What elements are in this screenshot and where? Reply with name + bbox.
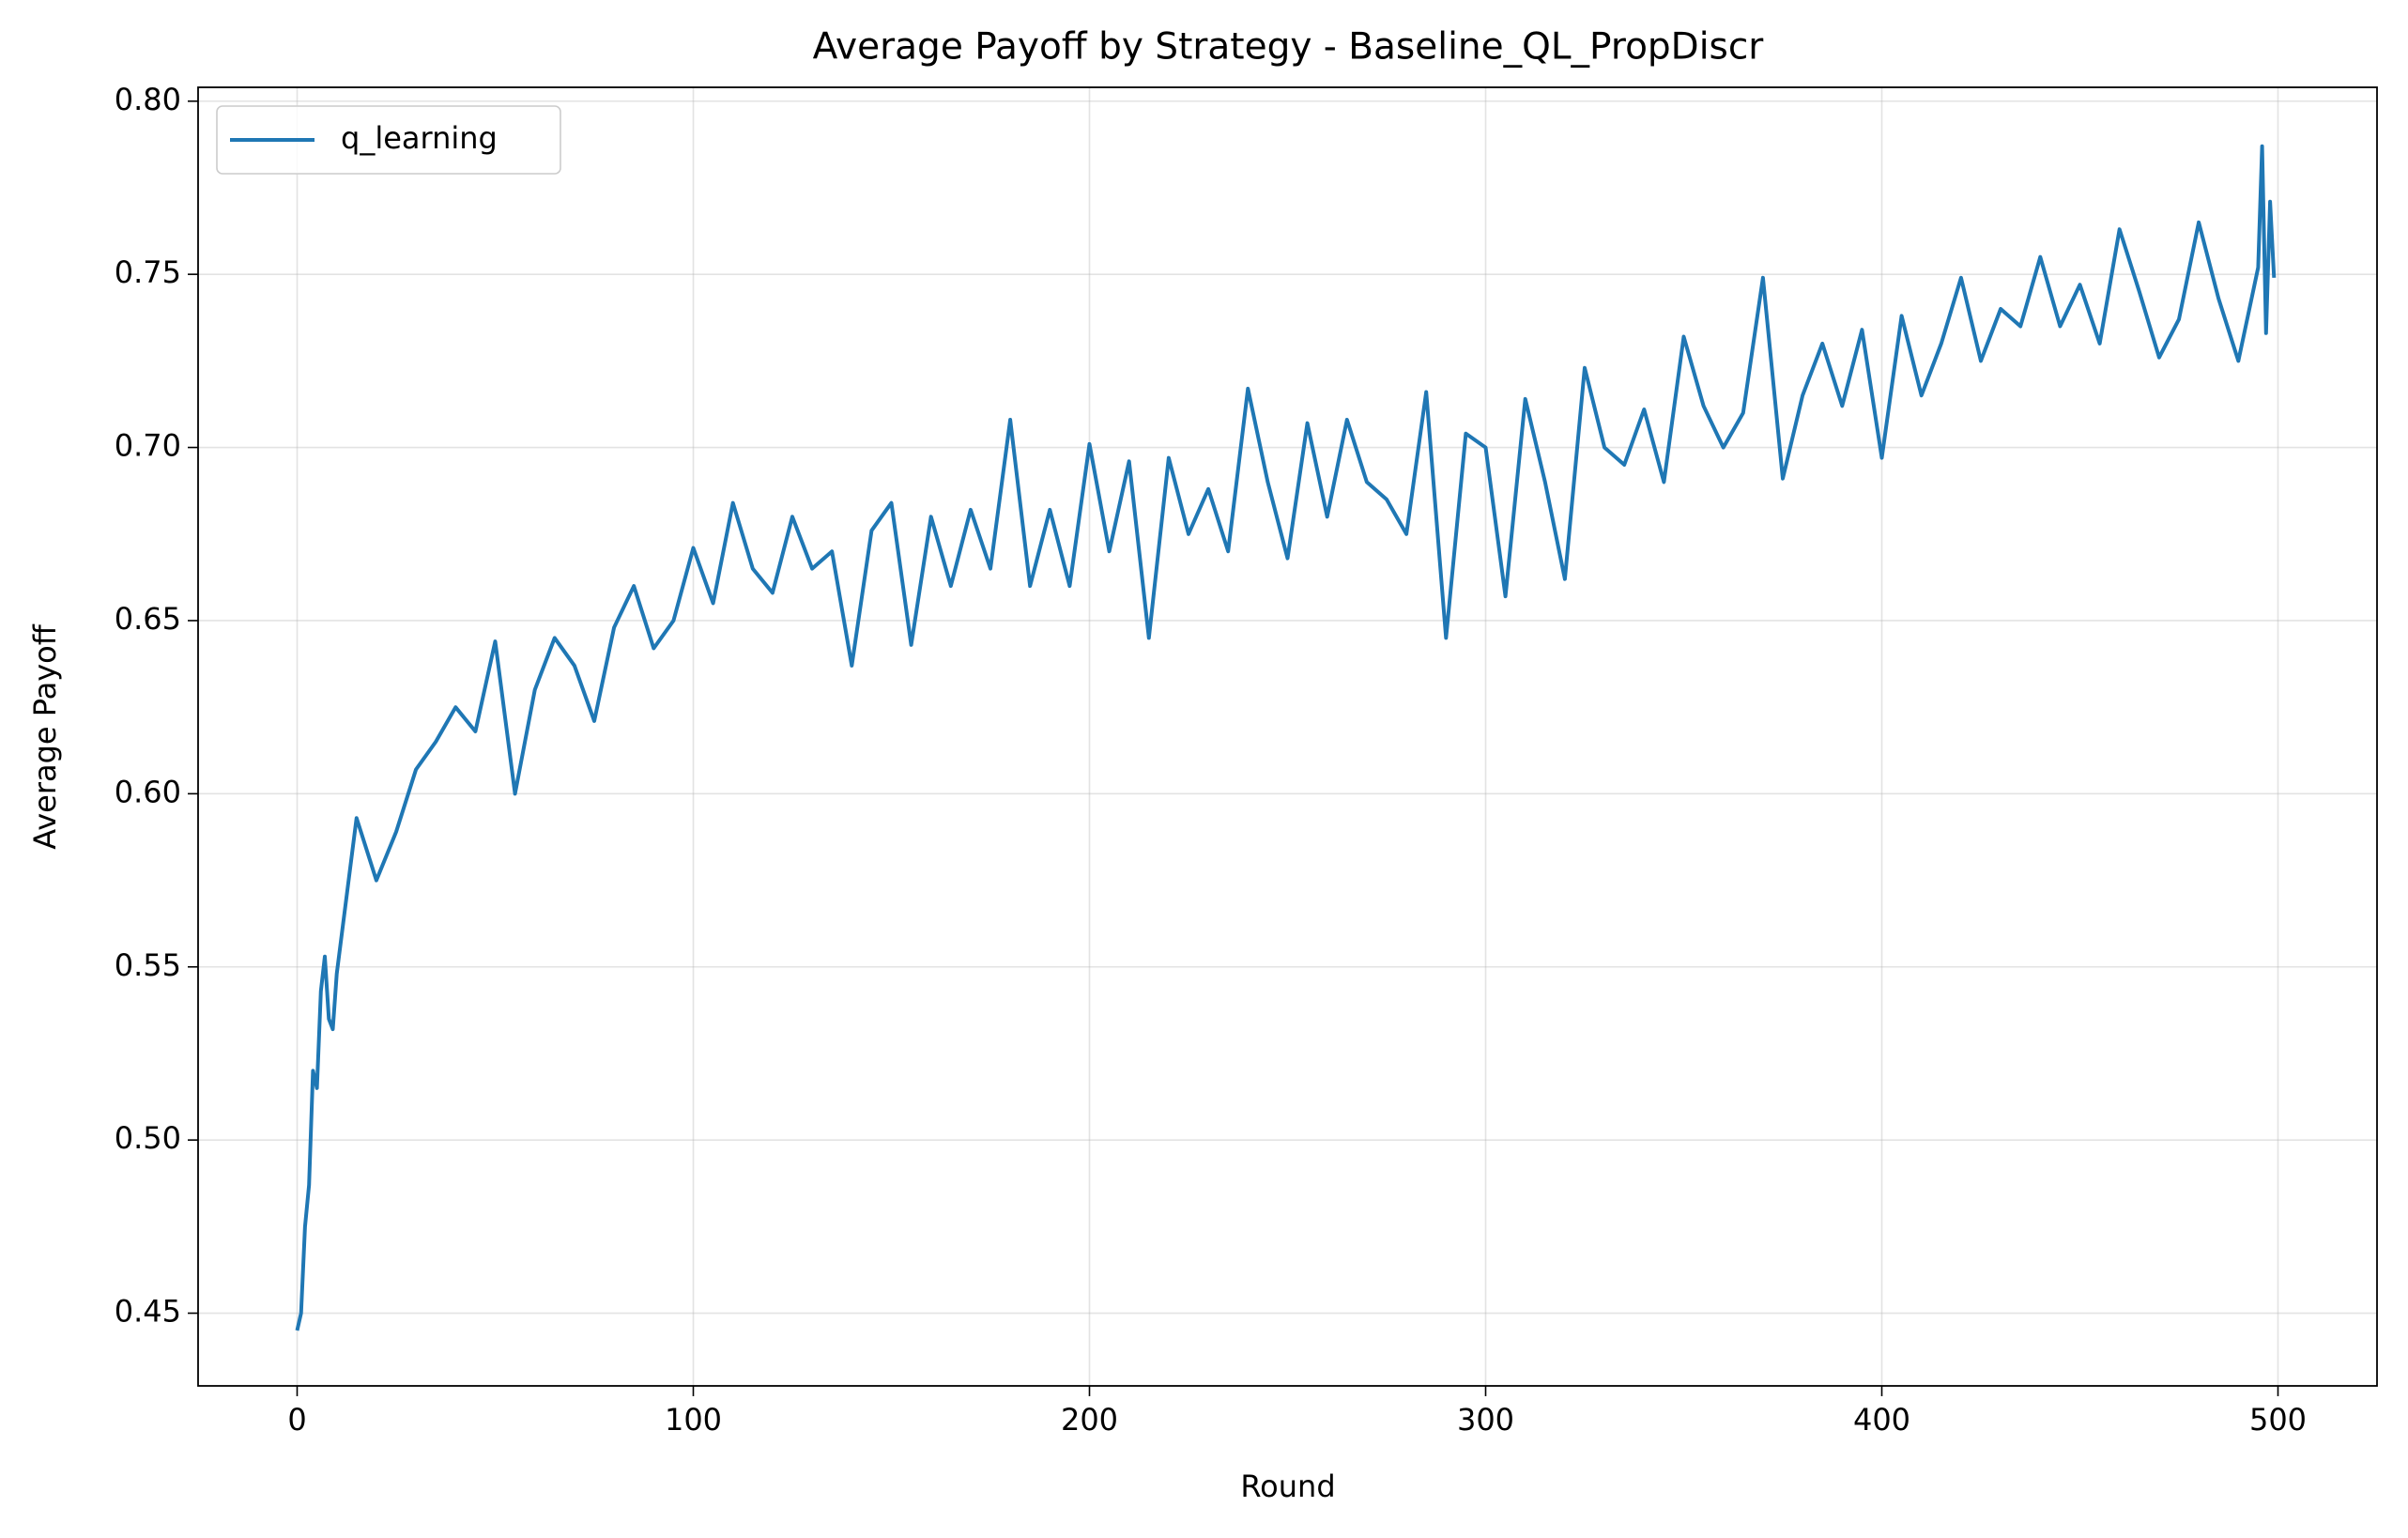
y-axis-label: Average Payoff <box>27 623 63 850</box>
y-tick-label: 0.65 <box>115 601 181 637</box>
y-tick-label: 0.70 <box>115 428 181 464</box>
x-tick-label: 100 <box>665 1402 722 1438</box>
x-tick-label: 500 <box>2249 1402 2307 1438</box>
legend-label: q_learning <box>341 120 498 156</box>
y-tick-label: 0.45 <box>115 1294 181 1330</box>
chart-title: Average Payoff by Strategy - Baseline_QL… <box>813 26 1765 69</box>
x-tick-label: 200 <box>1061 1402 1118 1438</box>
data-line <box>295 144 2277 1331</box>
y-tick-label: 0.55 <box>115 947 181 983</box>
x-tick-label: 300 <box>1457 1402 1514 1438</box>
x-tick-label: 0 <box>287 1402 306 1438</box>
y-tick-label: 0.75 <box>115 254 181 290</box>
plot-frame <box>197 86 2378 1387</box>
y-tick-label: 0.80 <box>115 82 181 117</box>
x-axis-label: Round <box>1240 1469 1335 1504</box>
x-tick-label: 400 <box>1853 1402 1910 1438</box>
legend-box <box>216 105 561 175</box>
y-tick-label: 0.60 <box>115 774 181 809</box>
y-tick-label: 0.50 <box>115 1120 181 1156</box>
